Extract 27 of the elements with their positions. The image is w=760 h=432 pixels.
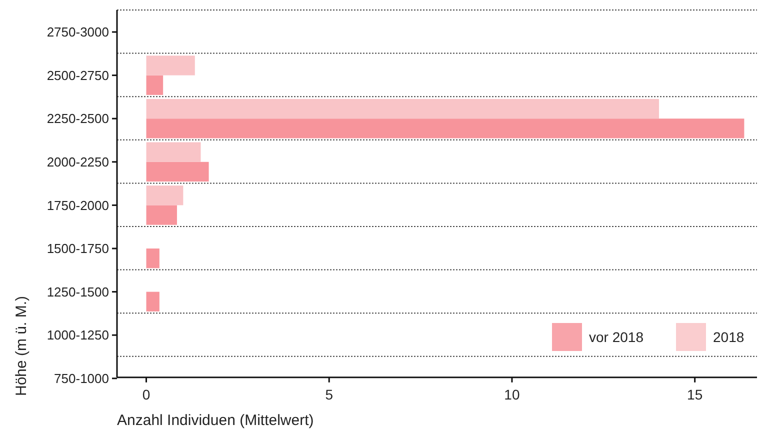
y-tick-label: 2750-3000: [46, 24, 109, 40]
bar: [146, 118, 744, 138]
legend-label: vor 2018: [589, 328, 644, 345]
y-tick-label: 2250-2500: [46, 111, 109, 126]
y-axis-title: Höhe (m ü. M.): [13, 296, 30, 396]
bar: [146, 186, 184, 206]
y-tick-label: 1750-2000: [46, 198, 109, 213]
y-tick-label: 1250-1500: [46, 284, 109, 300]
y-tick-label: 1500-1750: [46, 241, 109, 256]
y-tick-label: 750-1000: [54, 370, 109, 386]
bar: [146, 75, 164, 95]
bar: [146, 56, 195, 76]
x-tick-label: 15: [687, 386, 703, 402]
y-tick-label: 2000-2250: [46, 154, 109, 170]
bar: [146, 162, 209, 182]
bar: [146, 205, 177, 225]
bar: [146, 248, 160, 268]
x-axis-title: Anzahl Individuen (Mittelwert): [117, 412, 314, 429]
bar: [146, 98, 659, 119]
x-tick-label: 0: [142, 386, 150, 402]
x-tick-label: 10: [504, 386, 520, 402]
y-tick-label: 2500-2750: [46, 68, 109, 83]
y-tick-label: 1000-1250: [46, 328, 109, 343]
bar: [146, 142, 201, 162]
legend-label: 2018: [713, 328, 744, 345]
x-tick-label: 5: [325, 386, 334, 402]
bar: [146, 292, 160, 312]
